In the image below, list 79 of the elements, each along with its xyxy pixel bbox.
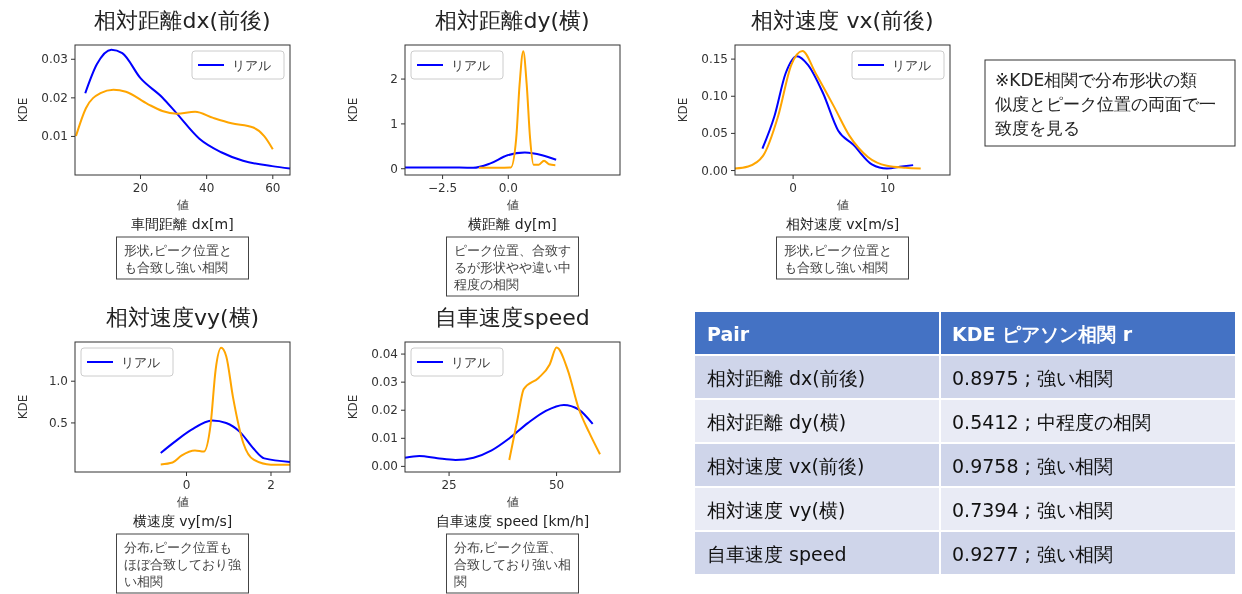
text: 0.9758 ; 強い相関: [952, 455, 1113, 477]
x-tick-label: 2: [267, 478, 275, 492]
chart-title: 相対速度vy(横): [105, 305, 260, 330]
y-tick-label: 0.15: [701, 52, 728, 67]
line-series: [477, 50, 557, 169]
x-tick-label: 0: [182, 478, 191, 492]
x-axis-title: 値: [506, 495, 519, 509]
line-series: [84, 48, 291, 170]
x-tick-label: −2.5: [428, 181, 458, 195]
legend-label: リアル: [451, 355, 490, 370]
chart-title: 自車速度speed: [435, 305, 590, 330]
text: 分布,ピーク位置もほぼ合致しており強い相関: [123, 540, 241, 589]
y-axis-title: KDE: [676, 97, 690, 123]
x-tick-label: 10: [879, 181, 896, 195]
x-tick-label: 0: [789, 181, 797, 195]
y-tick-label: 0.02: [41, 90, 68, 105]
legend-label: リアル: [121, 355, 160, 370]
y-tick-label: 0.10: [701, 89, 728, 104]
text: 横速度 vy[m/s]: [132, 513, 233, 529]
legend-label: リアル: [232, 58, 271, 73]
x-tick-label: 60: [265, 181, 281, 195]
text: 形状,ピーク位置とも合致し強い相関: [783, 243, 892, 275]
y-tick-label: 0.02: [371, 403, 398, 418]
line-series: [404, 403, 594, 461]
legend-label: リアル: [892, 58, 931, 73]
y-tick-label: 0.05: [701, 126, 728, 141]
y-tick-label: 1: [390, 116, 398, 131]
text: 分布,ピーク位置、合致しており強い相関: [453, 540, 571, 589]
y-tick-label: 0: [390, 161, 398, 176]
text: 0.8975 ; 強い相関: [952, 367, 1113, 389]
text: 相対距離 dx(前後): [707, 367, 866, 389]
x-tick-label: 25: [441, 478, 457, 492]
chart-title: 相対距離dy(横): [435, 8, 590, 33]
text: 横距離 dy[m]: [468, 216, 557, 232]
x-axis-title: 値: [176, 198, 189, 212]
text: 相対速度 vx(前後): [707, 455, 865, 477]
line-series: [508, 346, 602, 461]
legend-label: リアル: [451, 58, 490, 73]
text: Pair: [707, 323, 750, 345]
x-tick-label: 0.0: [498, 181, 518, 195]
x-axis-title: 値: [176, 495, 189, 509]
y-tick-label: 0.03: [371, 375, 398, 390]
text: ピーク位置、合致するが形状やや違い中程度の相関: [453, 243, 571, 292]
x-tick-label: 20: [132, 181, 149, 195]
line-series: [159, 419, 291, 463]
text: 相対距離 dy(横): [707, 411, 847, 433]
text: ※KDE相関で分布形状の類似度とピーク位置の両面で一致度を見る: [995, 70, 1216, 138]
text: 0.7394 ; 強い相関: [952, 499, 1113, 521]
y-tick-label: 0.04: [371, 347, 398, 362]
text: 自車速度 speed [km/h]: [435, 513, 590, 529]
y-tick-label: 1.0: [48, 374, 68, 389]
text: 形状,ピーク位置とも合致し強い相関: [123, 243, 232, 275]
y-tick-label: 0.03: [41, 52, 68, 67]
chart-title: 相対距離dx(前後): [94, 8, 271, 33]
text: 自車速度 speed: [707, 543, 847, 565]
y-tick-label: 0.5: [48, 415, 68, 430]
x-axis-title: 値: [836, 198, 849, 212]
x-tick-label: 50: [548, 478, 565, 492]
text: 0.9277 ; 強い相関: [952, 543, 1113, 565]
x-axis-title: 値: [506, 198, 519, 212]
chart-title: 相対速度 vx(前後): [751, 8, 934, 33]
y-axis-title: KDE: [346, 97, 360, 123]
text: KDE ピアソン相関 r: [952, 323, 1133, 345]
y-tick-label: 0.00: [701, 163, 728, 178]
line-series: [159, 346, 291, 466]
text: 0.5412 ; 中程度の相関: [952, 411, 1151, 433]
y-tick-label: 0.00: [371, 459, 398, 474]
y-tick-label: 0.01: [41, 129, 68, 144]
x-tick-label: 40: [199, 181, 215, 195]
y-axis-title: KDE: [16, 394, 30, 420]
text: 相対速度 vy(横): [707, 499, 846, 521]
line-series: [74, 88, 274, 151]
text: 相対速度 vx[m/s]: [785, 216, 900, 232]
y-axis-title: KDE: [16, 97, 30, 123]
line-series: [404, 151, 558, 169]
y-axis-title: KDE: [346, 394, 360, 420]
text: 車間距離 dx[m]: [131, 216, 234, 232]
y-tick-label: 2: [390, 72, 398, 87]
y-tick-label: 0.01: [371, 431, 398, 446]
